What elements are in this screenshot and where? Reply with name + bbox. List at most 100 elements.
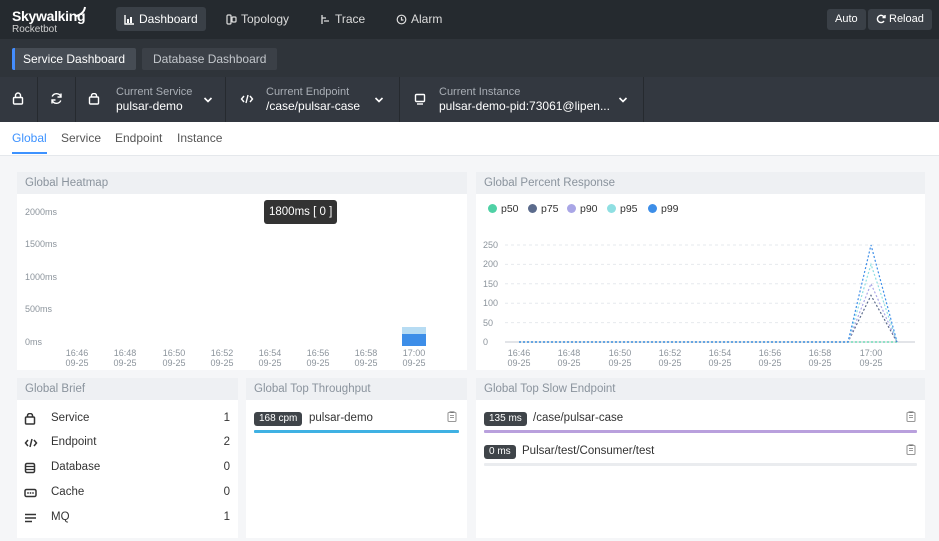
heatmap-x-tick-date: 09-25 [210, 358, 234, 368]
percent-response-panel: Global Percent Response [476, 172, 925, 370]
brief-title: Global Brief [17, 378, 238, 400]
tab-service[interactable]: Service [61, 131, 102, 145]
page-tabs: Global Service Endpoint Instance [0, 122, 939, 156]
legend-dot [607, 204, 616, 213]
reload-icon [876, 14, 886, 24]
series-line-p90[interactable] [519, 282, 898, 343]
heatmap-x-tick-time: 16:54 [258, 348, 282, 358]
heatmap-x-tick-date: 09-25 [162, 358, 186, 368]
mq-icon [25, 513, 36, 523]
throughput-service-name: pulsar-demo [309, 412, 373, 424]
heatmap-x-tick: 16:52 09-25 [202, 348, 242, 368]
heatmap-y-tick: 0ms [25, 337, 43, 347]
brief-value: 0 [223, 486, 230, 498]
tab-instance[interactable]: Instance [177, 131, 223, 145]
chevron-down-icon [203, 97, 213, 103]
percent-response-title: Global Percent Response [476, 172, 925, 194]
legend-dot [488, 204, 497, 213]
legend-dot [648, 204, 657, 213]
cache-icon [24, 488, 37, 498]
series-line-p99[interactable] [519, 244, 898, 343]
slow-endpoint-bar [484, 463, 917, 466]
brand-swoosh-icon [75, 6, 86, 17]
copy-icon[interactable] [447, 411, 457, 422]
slow-endpoint-title: Global Top Slow Endpoint [476, 378, 925, 400]
heatmap-y-tick: 1500ms [25, 239, 58, 249]
instance-selector[interactable]: Current Instance pulsar-demo-pid:73061@l… [400, 77, 644, 122]
heatmap-x-tick: 16:50 09-25 [154, 348, 194, 368]
chevron-down-icon [374, 97, 384, 103]
series-line-p75[interactable] [519, 294, 898, 343]
instance-selector-label: Current Instance [439, 86, 521, 98]
percent-x-tick: 16:48 09-25 [549, 348, 589, 368]
heatmap-tooltip: 1800ms [ 0 ] [264, 200, 338, 224]
trace-icon [321, 15, 329, 24]
percent-x-tick-time: 16:50 [608, 348, 632, 358]
legend-label: p75 [541, 203, 559, 215]
copy-icon[interactable] [906, 444, 916, 455]
slow-endpoint-panel: Global Top Slow Endpoint [476, 378, 925, 538]
heatmap-x-tick-date: 09-25 [306, 358, 330, 368]
nav-trace[interactable]: Trace [312, 7, 373, 31]
heatmap-x-tick-time: 16:48 [113, 348, 137, 358]
brief-value: 0 [223, 461, 230, 473]
logo: Skywalking Rocketbot [12, 6, 92, 36]
heatmap-x-tick-date: 09-25 [65, 358, 89, 368]
percent-x-tick: 16:46 09-25 [499, 348, 539, 368]
percent-y-tick: 200 [483, 259, 499, 270]
auto-button[interactable]: Auto [827, 9, 866, 30]
brief-label: Cache [51, 486, 85, 498]
percent-x-tick-time: 16:56 [758, 348, 782, 358]
percent-x-tick-date: 09-25 [658, 358, 682, 368]
brief-row-cache: Cache 0 [24, 484, 230, 502]
heatmap-x-tick: 16:56 09-25 [298, 348, 338, 368]
heatmap-x-tick: 17:00 09-25 [394, 348, 434, 368]
lock-toggle[interactable] [0, 77, 38, 122]
series-line-p95[interactable] [519, 262, 898, 343]
nav-dashboard[interactable]: Dashboard [116, 7, 206, 31]
nav-alarm-label: Alarm [411, 12, 443, 26]
heatmap-cell[interactable] [402, 327, 426, 334]
brief-row-database: Database 0 [24, 459, 230, 477]
copy-icon[interactable] [906, 411, 916, 422]
heatmap-y-tick: 1000ms [25, 272, 58, 282]
tab-endpoint[interactable]: Endpoint [115, 131, 163, 145]
slow-endpoint-badge: 135 ms [484, 412, 527, 426]
top-nav: Skywalking Rocketbot Dashboard Topology … [0, 0, 939, 39]
throughput-bar [254, 430, 459, 433]
tab-service-dashboard[interactable]: Service Dashboard [12, 48, 137, 70]
refresh-icon [51, 93, 62, 104]
chevron-down-icon [618, 97, 628, 103]
legend-label: p99 [661, 203, 679, 215]
endpoint-selector-label: Current Endpoint [266, 86, 350, 98]
nav-alarm[interactable]: Alarm [388, 7, 450, 31]
percent-x-tick-time: 16:48 [557, 348, 581, 358]
brief-panel: Global Brief [17, 378, 238, 538]
heatmap-x-tick-time: 17:00 [402, 348, 426, 358]
reload-button[interactable]: Reload [868, 9, 932, 30]
percent-x-tick-date: 09-25 [758, 358, 782, 368]
heatmap-panel: Global Heatmap [17, 172, 467, 370]
brief-value: 1 [223, 511, 230, 523]
dashboard-icon [124, 15, 134, 25]
percent-y-tick: 50 [483, 317, 494, 328]
endpoint-selector[interactable]: Current Endpoint /case/pulsar-case [226, 77, 400, 122]
tab-database-dashboard[interactable]: Database Dashboard [142, 48, 278, 70]
heatmap-cell[interactable] [402, 334, 426, 346]
tab-global[interactable]: Global [12, 131, 47, 154]
percent-response-chart [505, 244, 915, 343]
topology-icon [226, 14, 237, 25]
throughput-panel: Global Top Throughput [246, 378, 467, 538]
brief-label: Service [51, 412, 90, 424]
slow-endpoint-name: Pulsar/test/Consumer/test [522, 445, 655, 457]
refresh-toggle[interactable] [38, 77, 76, 122]
percent-x-tick-date: 09-25 [859, 358, 883, 368]
endpoint-icon [24, 438, 38, 448]
percent-x-tick: 16:56 09-25 [750, 348, 790, 368]
service-selector[interactable]: Current Service pulsar-demo [76, 77, 226, 122]
percent-x-tick-time: 17:00 [859, 348, 883, 358]
percent-y-tick: 150 [483, 278, 499, 289]
percent-x-tick-time: 16:58 [808, 348, 832, 358]
percent-x-tick-date: 09-25 [608, 358, 632, 368]
nav-topology[interactable]: Topology [218, 7, 297, 31]
